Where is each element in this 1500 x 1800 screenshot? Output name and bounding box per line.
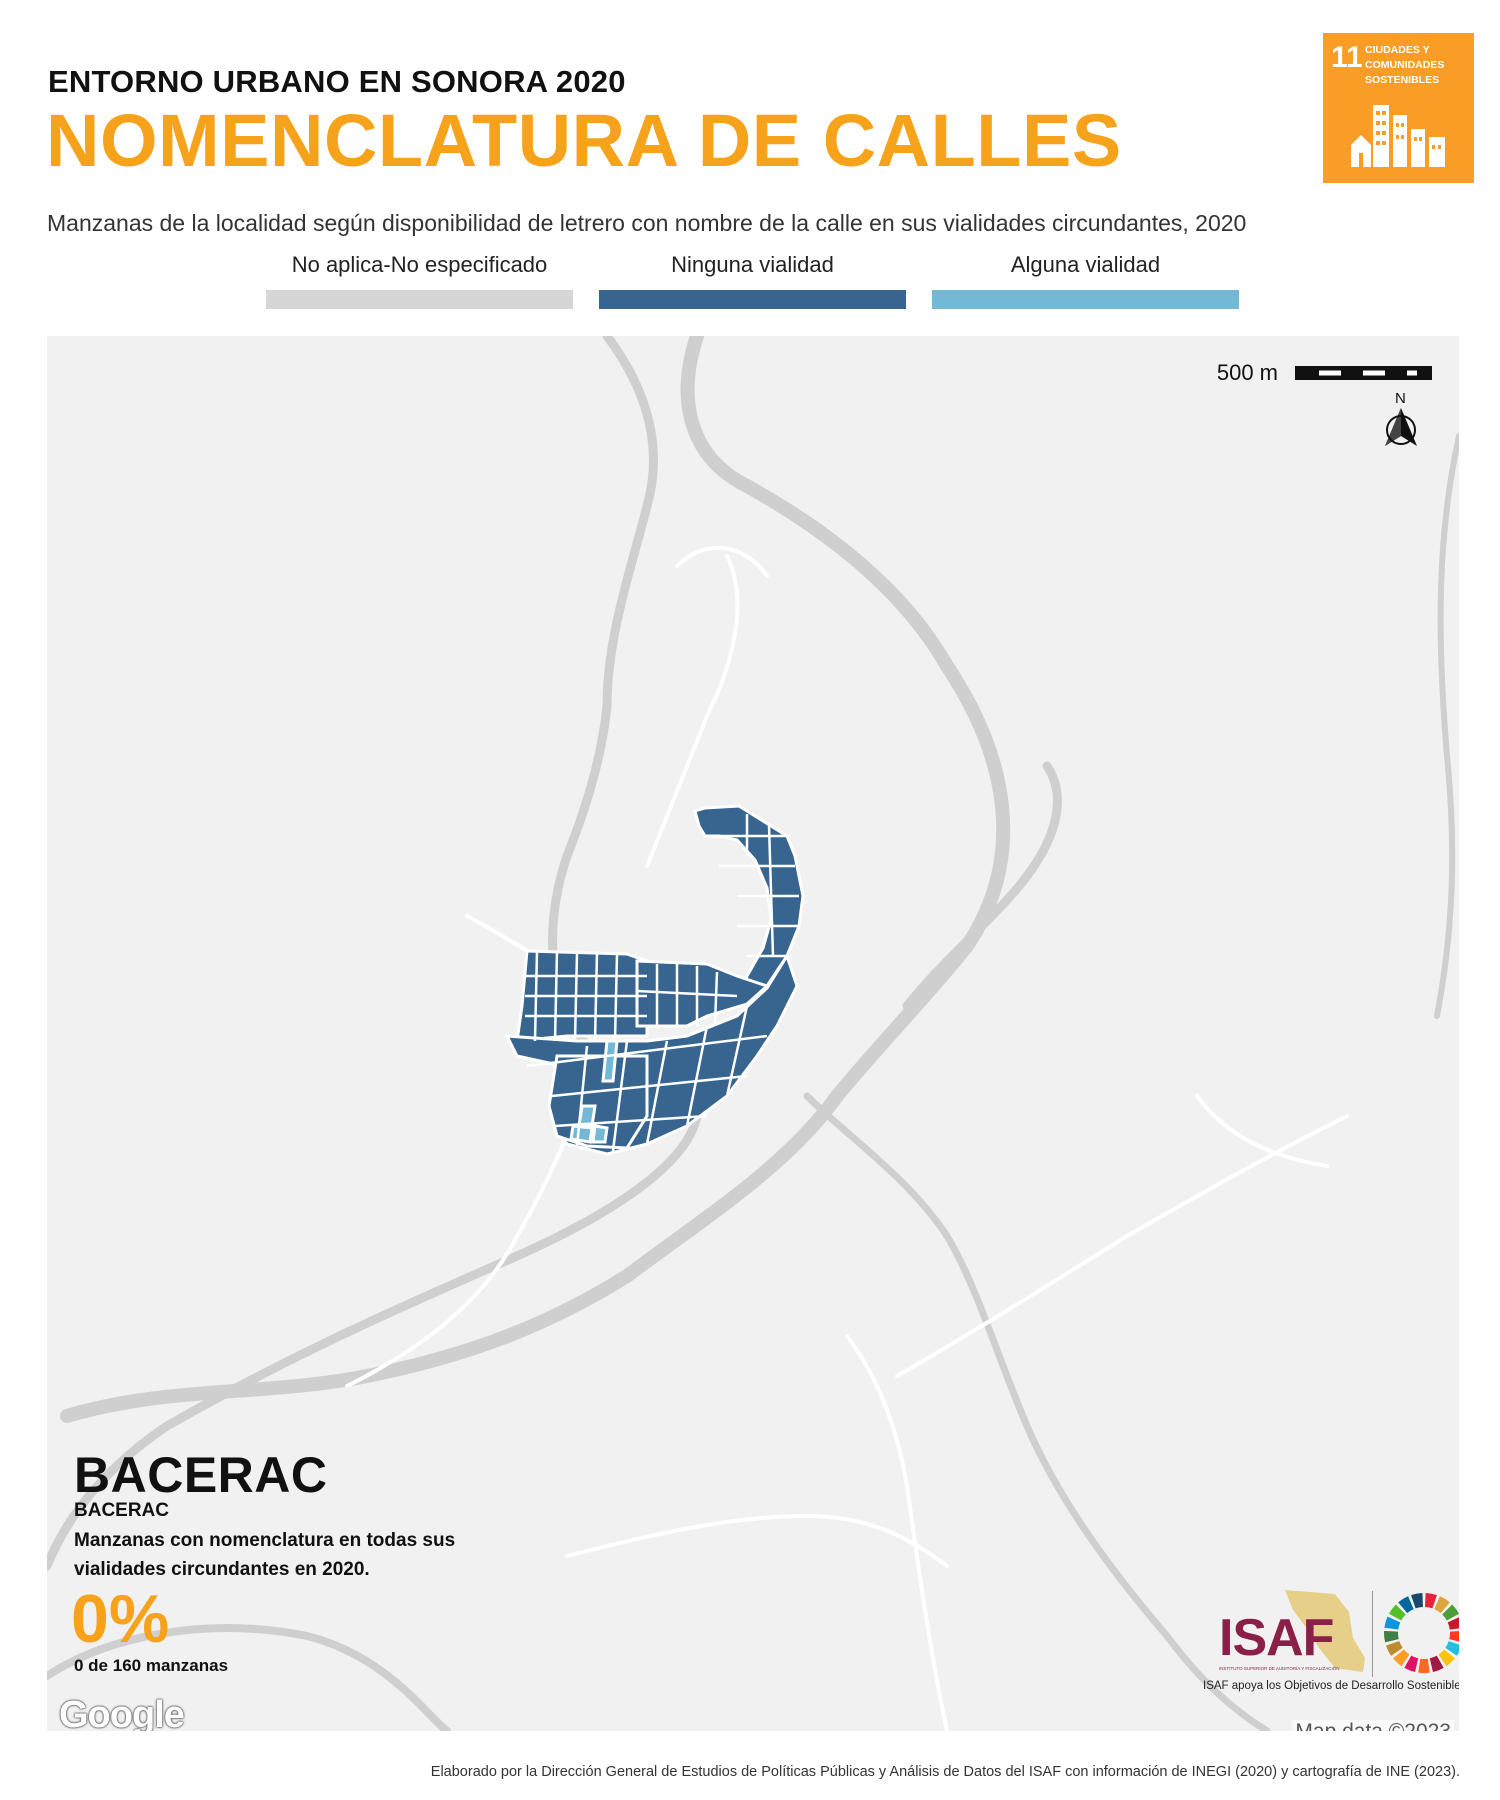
- legend-label-no-aplica: No aplica-No especificado: [291, 252, 548, 277]
- sonora-map-icon: [1285, 1590, 1365, 1672]
- scale-label: 500 m: [1216, 360, 1278, 385]
- block-grid-lines: [525, 814, 799, 1152]
- north-arrow: N: [1381, 390, 1421, 450]
- road-southeast: [895, 1114, 1349, 1378]
- isaf-tagline: ISAF apoya los Objetivos de Desarrollo S…: [1203, 1680, 1459, 1692]
- sdg-wheel-segment: [1429, 1655, 1444, 1672]
- sdg-wheel-segment: [1404, 1655, 1419, 1672]
- sdg-wheel-segment: [1438, 1649, 1455, 1667]
- north-arrow-icon: [1385, 408, 1417, 446]
- sdg-wheel-segment: [1449, 1631, 1459, 1642]
- sdg-wheel-segment: [1388, 1604, 1406, 1621]
- road-east: [1195, 1094, 1329, 1168]
- isaf-fullname: INSTITUTO SUPERIOR DE AUDITORÍA Y FISCAL…: [1219, 1666, 1340, 1671]
- north-label: N: [1395, 390, 1406, 407]
- sdg-wheel-icon: [1384, 1593, 1459, 1673]
- river-south: [47, 1624, 451, 1731]
- map-attribution[interactable]: Map data ©2023: [1292, 1720, 1454, 1731]
- logo-divider: [1372, 1591, 1373, 1677]
- legend-swatch-no-aplica: [266, 290, 573, 309]
- sdg-wheel-segment: [1434, 1596, 1450, 1614]
- sdg-wheel-segment: [1393, 1649, 1410, 1667]
- sdg-wheel-segment: [1424, 1593, 1437, 1609]
- eyebrow-title: ENTORNO URBANO EN SONORA 2020: [48, 64, 626, 99]
- sdg-wheel-segment: [1384, 1630, 1399, 1643]
- legend-swatch-ninguna: [599, 290, 906, 309]
- google-logo: Google: [59, 1694, 185, 1731]
- road-bottom: [565, 1514, 949, 1568]
- sdg-wheel-segment: [1385, 1640, 1403, 1656]
- locality-name: BACERAC: [74, 1447, 328, 1503]
- legend-label-alguna: Alguna vialidad: [1010, 252, 1161, 277]
- road-lines: [345, 546, 1349, 1731]
- city-buildings-icon: [1351, 105, 1445, 167]
- river-channel-a: [902, 761, 1062, 1011]
- page-subtitle: Manzanas de la localidad según disponibi…: [47, 210, 1247, 236]
- locality-subname: BACERAC: [74, 1500, 169, 1521]
- sdg-wheel-segment: [1445, 1640, 1459, 1656]
- locality-description: Manzanas con nomenclatura en todas sus v…: [74, 1530, 456, 1580]
- road-north: [645, 554, 740, 868]
- map-canvas[interactable]: 500 m N BACERAC BACERAC Manzanas con nom…: [47, 336, 1459, 1731]
- block-alguna-4: [591, 1124, 609, 1144]
- river-east: [1434, 433, 1459, 1019]
- isaf-wordmark: ISAF: [1219, 1609, 1334, 1667]
- legend-swatch-alguna: [932, 290, 1239, 309]
- sdg-number: 11: [1331, 41, 1363, 74]
- block-alguna-1: [601, 1039, 619, 1083]
- road-loop: [675, 546, 769, 578]
- river-main: [60, 336, 1011, 1423]
- sdg-wheel-segment: [1411, 1593, 1424, 1609]
- isaf-logo-block: ISAF INSTITUTO SUPERIOR DE AUDITORÍA Y F…: [1169, 1586, 1459, 1696]
- sdg-label: CIUDADES Y COMUNIDADES SOSTENIBLES: [1365, 44, 1445, 87]
- sdg-wheel-segment: [1447, 1617, 1459, 1630]
- map-base: [47, 336, 1459, 1731]
- river-channel-b: [803, 1092, 1271, 1731]
- locality-count: 0 de 160 manzanas: [74, 1656, 229, 1675]
- legend-label-ninguna: Ninguna vialidad: [671, 252, 834, 277]
- sdg-wheel-segment: [1398, 1596, 1414, 1614]
- locality-percent: 0%: [71, 1581, 170, 1657]
- page-title: NOMENCLATURA DE CALLES: [46, 99, 1122, 182]
- sdg-11-badge: 11 CIUDADES Y COMUNIDADES SOSTENIBLES: [1323, 33, 1474, 183]
- scale-bar: [1295, 366, 1432, 380]
- sdg-wheel-segment: [1384, 1616, 1401, 1630]
- sdg-wheel-segment: [1442, 1604, 1459, 1621]
- road-south: [845, 1334, 949, 1731]
- block-alguna-3: [569, 1124, 594, 1144]
- footer-credit: Elaborado por la Dirección General de Es…: [430, 1764, 1460, 1780]
